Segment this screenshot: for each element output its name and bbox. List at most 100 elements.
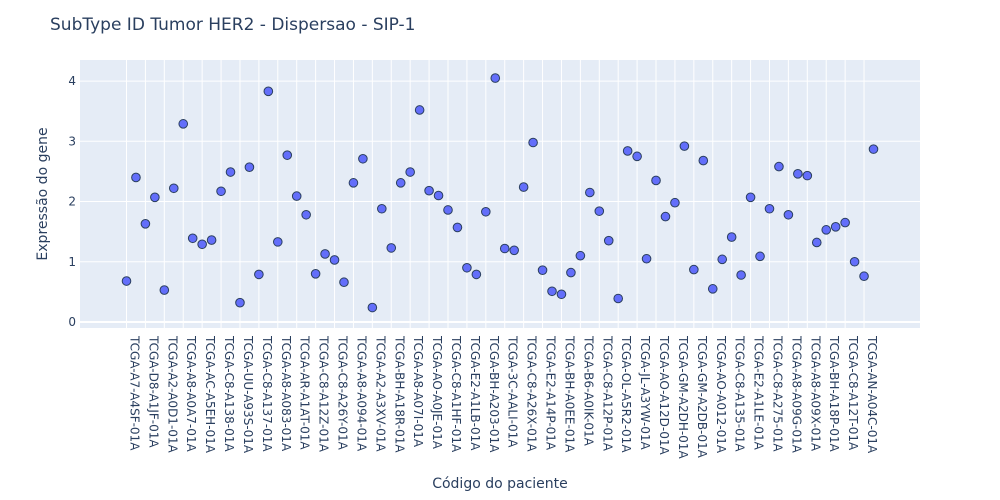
data-point[interactable] [594,206,605,216]
data-point[interactable] [310,268,321,279]
x-tick-label: TCGA-E2-A1LE-01A [752,335,766,451]
x-tick-label: TCGA-OL-A5R2-01A [619,335,633,453]
data-point[interactable] [707,284,718,294]
data-point[interactable] [216,186,226,197]
data-point[interactable] [291,191,302,201]
data-point[interactable] [726,232,737,242]
data-point[interactable] [736,270,746,280]
data-point[interactable] [121,276,132,286]
x-tick-label: TCGA-AO-A12D-01A [657,335,671,455]
data-point[interactable] [131,172,141,183]
x-tick-label: TCGA-BH-A18P-01A [827,335,841,453]
data-point[interactable] [386,243,397,253]
data-point[interactable] [840,217,850,228]
data-point[interactable] [395,178,406,188]
data-point[interactable] [651,175,661,186]
data-point[interactable] [272,237,283,247]
data-point[interactable] [537,265,548,275]
plot-area [80,60,920,328]
data-point[interactable] [424,185,434,196]
x-tick-label: TCGA-A8-A083-01A [279,335,293,452]
data-point[interactable] [793,169,803,179]
x-tick-label: TCGA-AN-A04C-01A [865,335,879,454]
data-point[interactable] [206,235,217,245]
data-point[interactable] [405,167,415,177]
data-point[interactable] [774,161,784,172]
x-tick-label: TCGA-D8-A1JF-01A [146,335,160,448]
data-point[interactable] [679,141,690,151]
data-point[interactable] [301,209,311,220]
grid-lines [80,60,920,328]
data-point[interactable] [698,155,709,166]
data-point[interactable] [547,286,557,297]
data-point[interactable] [849,256,860,267]
data-point[interactable] [225,167,236,177]
data-point[interactable] [518,182,529,192]
x-tick-label: TCGA-BH-A18R-01A [392,335,406,453]
data-point[interactable] [670,197,680,208]
data-point[interactable] [783,209,794,220]
data-point[interactable] [481,206,491,217]
data-point[interactable] [263,86,274,97]
data-point[interactable] [187,233,198,244]
data-point[interactable] [452,222,463,233]
data-point[interactable] [178,119,189,129]
data-point[interactable] [528,137,538,148]
x-tick-label: TCGA-JL-A3YW-01A [638,335,652,450]
x-tick-label: TCGA-C8-A12P-01A [600,335,614,452]
data-point[interactable] [660,211,671,222]
data-point[interactable] [377,203,387,214]
data-point[interactable] [717,254,728,265]
data-point[interactable] [414,105,425,115]
data-point[interactable] [339,277,349,288]
x-tick-label: TCGA-AR-A1AT-01A [298,335,312,450]
x-tick-label: TCGA-UU-A93S-01A [241,335,255,454]
data-point[interactable] [244,162,255,172]
data-point[interactable] [320,249,330,259]
data-point[interactable] [471,269,482,280]
data-point[interactable] [755,251,765,262]
data-point[interactable] [632,151,642,162]
data-point[interactable] [575,250,586,261]
x-tick-label: TCGA-A7-A4SF-01A [128,335,142,451]
data-point[interactable] [254,269,264,280]
data-point[interactable] [802,170,813,181]
data-point[interactable] [566,267,576,278]
x-tick-label: TCGA-AC-A5EH-01A [203,335,217,454]
data-point[interactable] [140,219,151,229]
data-point[interactable] [499,243,510,254]
data-point[interactable] [348,178,359,188]
data-point[interactable] [159,285,170,295]
data-point[interactable] [859,271,869,282]
y-tick-label: 1 [68,255,76,269]
data-point[interactable] [197,239,207,250]
data-point[interactable] [329,255,340,265]
data-point[interactable] [282,150,293,160]
data-point[interactable] [556,289,567,300]
data-point[interactable] [868,144,879,154]
data-point[interactable] [462,262,472,273]
data-point[interactable] [764,203,775,214]
data-point[interactable] [603,235,614,246]
data-point[interactable] [821,225,832,235]
data-point[interactable] [235,297,245,308]
data-point[interactable] [622,146,633,156]
data-point[interactable] [585,187,595,198]
data-point[interactable] [745,192,756,203]
data-point[interactable] [490,73,501,83]
data-point[interactable] [689,264,699,275]
data-point[interactable] [613,293,623,304]
data-point[interactable] [830,222,841,232]
data-point[interactable] [433,190,444,201]
data-point[interactable] [811,237,822,248]
data-points [121,73,879,313]
data-point[interactable] [168,183,179,194]
data-point[interactable] [509,245,519,256]
x-tick-label: TCGA-C8-A12Z-01A [317,335,331,453]
y-tick-label: 0 [68,315,76,329]
data-point[interactable] [641,253,652,264]
data-point[interactable] [150,192,160,203]
data-point[interactable] [358,153,368,164]
data-point[interactable] [367,302,378,313]
data-point[interactable] [443,205,453,215]
